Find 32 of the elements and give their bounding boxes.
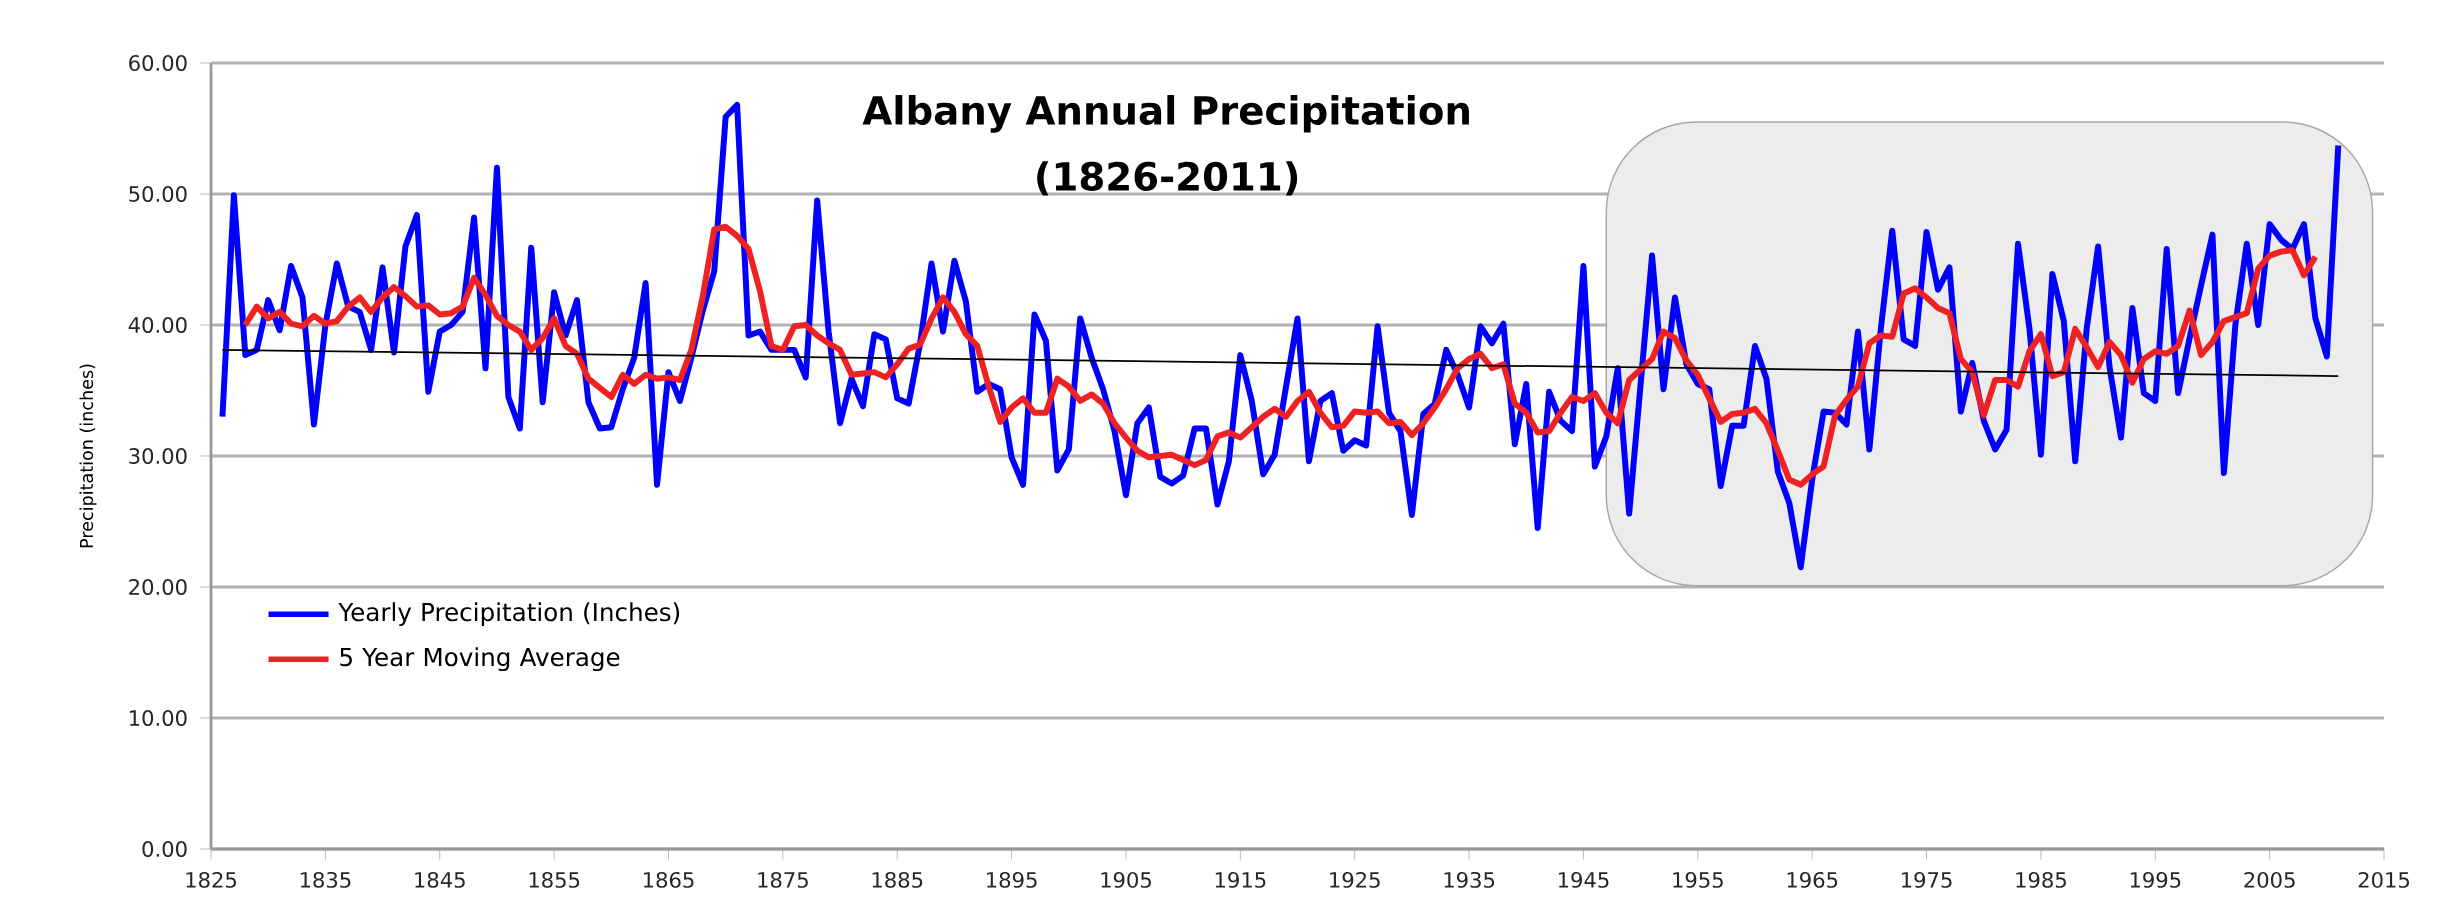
y-tick-label: 20.00 — [129, 579, 187, 595]
x-tick-label: 1965 — [1787, 871, 1838, 888]
x-tick-label: 1975 — [1902, 871, 1952, 888]
x-tick-label: 1925 — [1330, 871, 1380, 888]
x-tick-label: 1995 — [2130, 871, 2181, 888]
x-tick-label: 1955 — [1673, 871, 1723, 888]
x-tick-label: 1905 — [1101, 871, 1151, 888]
x-tick-label: 1915 — [1215, 871, 1266, 888]
x-tick-label: 1895 — [987, 871, 1037, 888]
y-axis-title: Precipitation (inches) — [79, 364, 97, 548]
x-tick-label: 1935 — [1444, 871, 1495, 888]
text: (1826-2011) — [1037, 161, 1298, 196]
y-tick-label: 60.00 — [129, 55, 187, 71]
legend-label: Yearly Precipitation (Inches) — [338, 602, 680, 627]
x-tick-label: 1855 — [529, 871, 580, 888]
x-tick-label: 1825 — [186, 871, 236, 888]
y-tick-label: 50.00 — [129, 186, 187, 202]
x-tick-label: 1835 — [300, 871, 351, 888]
x-tick-label: 1885 — [872, 871, 923, 888]
y-tick-label: 40.00 — [128, 317, 187, 333]
x-tick-label: 1845 — [415, 871, 465, 888]
x-tick-label: 2005 — [2244, 871, 2295, 888]
x-tick-label: 1875 — [758, 871, 808, 888]
x-tick-label: 1985 — [2016, 871, 2066, 888]
y-tick-label: 10.00 — [129, 710, 187, 726]
x-tick-label: 1945 — [1558, 871, 1609, 888]
legend-label: 5 Year Moving Average — [340, 647, 620, 672]
text: Albany Annual Precipitation — [862, 95, 1469, 133]
x-tick-label: 1865 — [643, 871, 694, 888]
y-tick-label: 0.00 — [142, 841, 187, 857]
y-tick-label: 30.00 — [129, 448, 187, 464]
x-tick-label: 2015 — [2358, 871, 2409, 888]
